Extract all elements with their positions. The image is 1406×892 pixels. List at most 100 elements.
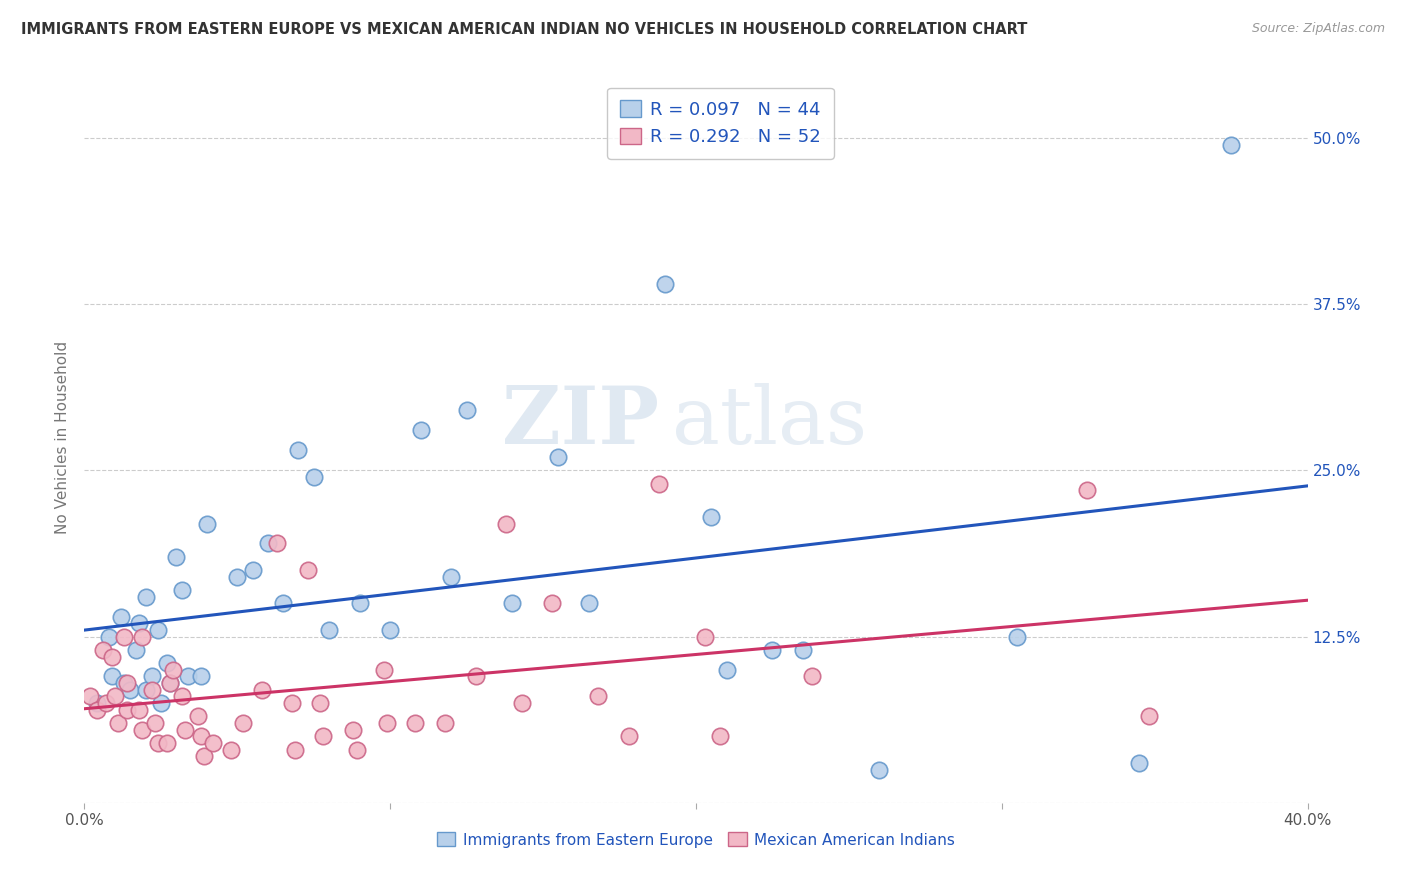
Point <box>115 676 138 690</box>
Point <box>101 649 124 664</box>
Point <box>271 596 294 610</box>
Point <box>586 690 609 704</box>
Point <box>226 570 249 584</box>
Point <box>186 709 208 723</box>
Point <box>86 703 108 717</box>
Point <box>131 630 153 644</box>
Point <box>495 516 517 531</box>
Point <box>141 682 163 697</box>
Point <box>174 723 197 737</box>
Point <box>101 669 124 683</box>
Point <box>190 669 212 683</box>
Point <box>312 729 335 743</box>
Point <box>266 536 288 550</box>
Point <box>380 623 402 637</box>
Text: ZIP: ZIP <box>502 384 659 461</box>
Legend: Immigrants from Eastern Europe, Mexican American Indians: Immigrants from Eastern Europe, Mexican … <box>430 826 962 854</box>
Point <box>792 643 814 657</box>
Point <box>104 690 127 704</box>
Point <box>287 443 309 458</box>
Point <box>112 630 135 644</box>
Point <box>172 582 194 597</box>
Point <box>172 690 194 704</box>
Point <box>373 663 395 677</box>
Point <box>297 563 319 577</box>
Text: Source: ZipAtlas.com: Source: ZipAtlas.com <box>1251 22 1385 36</box>
Point <box>190 729 212 743</box>
Point <box>464 669 486 683</box>
Point <box>97 630 120 644</box>
Point <box>195 516 218 531</box>
Point <box>165 549 187 564</box>
Point <box>128 703 150 717</box>
Point <box>700 509 723 524</box>
Point <box>302 470 325 484</box>
Point <box>434 716 457 731</box>
Text: IMMIGRANTS FROM EASTERN EUROPE VS MEXICAN AMERICAN INDIAN NO VEHICLES IN HOUSEHO: IMMIGRANTS FROM EASTERN EUROPE VS MEXICA… <box>21 22 1028 37</box>
Point <box>250 682 273 697</box>
Point <box>648 476 671 491</box>
Point <box>409 424 432 438</box>
Point <box>1005 630 1028 644</box>
Point <box>156 656 179 670</box>
Point <box>107 716 129 731</box>
Point <box>201 736 224 750</box>
Point <box>284 742 307 756</box>
Point <box>162 663 184 677</box>
Point <box>143 716 166 731</box>
Text: atlas: atlas <box>672 384 866 461</box>
Point <box>346 742 368 756</box>
Point <box>159 676 181 690</box>
Point <box>617 729 640 743</box>
Point <box>869 763 891 777</box>
Point <box>709 729 731 743</box>
Point <box>1128 756 1150 770</box>
Point <box>232 716 254 731</box>
Point <box>404 716 426 731</box>
Point <box>308 696 330 710</box>
Point <box>149 696 172 710</box>
Point <box>1137 709 1160 723</box>
Point <box>94 696 117 710</box>
Point <box>86 696 108 710</box>
Point <box>242 563 264 577</box>
Point <box>146 736 169 750</box>
Point <box>349 596 371 610</box>
Point <box>547 450 569 464</box>
Point <box>177 669 200 683</box>
Point <box>257 536 280 550</box>
Point <box>115 703 138 717</box>
Point <box>801 669 824 683</box>
Point <box>456 403 478 417</box>
Point <box>1076 483 1098 498</box>
Point <box>761 643 783 657</box>
Point <box>131 723 153 737</box>
Point <box>281 696 304 710</box>
Point <box>125 643 148 657</box>
Point <box>156 736 179 750</box>
Point <box>375 716 398 731</box>
Point <box>219 742 242 756</box>
Point <box>193 749 215 764</box>
Point <box>342 723 364 737</box>
Point <box>141 669 163 683</box>
Point <box>695 630 717 644</box>
Point <box>654 277 676 292</box>
Point <box>510 696 533 710</box>
Point <box>578 596 600 610</box>
Point <box>146 623 169 637</box>
Y-axis label: No Vehicles in Household: No Vehicles in Household <box>55 341 70 533</box>
Point <box>502 596 524 610</box>
Point <box>135 590 157 604</box>
Point <box>440 570 463 584</box>
Point <box>110 609 132 624</box>
Point <box>79 690 101 704</box>
Point <box>541 596 564 610</box>
Point <box>91 643 114 657</box>
Point <box>716 663 738 677</box>
Point <box>318 623 340 637</box>
Point <box>128 616 150 631</box>
Point <box>135 682 157 697</box>
Point <box>112 676 135 690</box>
Point <box>120 682 142 697</box>
